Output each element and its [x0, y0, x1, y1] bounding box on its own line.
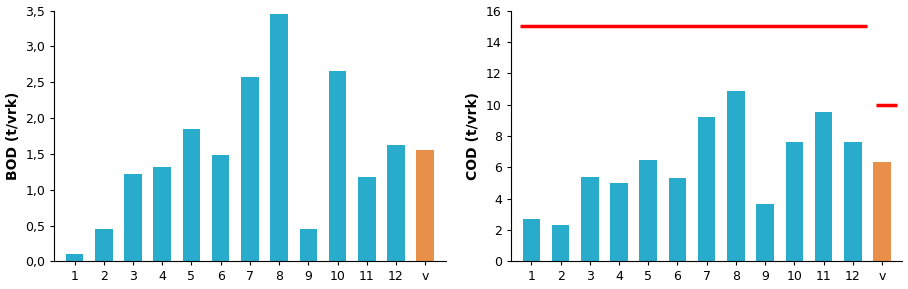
Bar	[668, 178, 686, 262]
Bar	[153, 167, 171, 262]
Bar	[300, 229, 317, 262]
Bar	[95, 229, 113, 262]
Bar	[844, 142, 862, 262]
Bar	[552, 225, 569, 262]
Bar	[329, 71, 346, 262]
Bar	[417, 150, 434, 262]
Bar	[65, 254, 84, 262]
Bar	[785, 142, 803, 262]
Y-axis label: BOD (t/vrk): BOD (t/vrk)	[5, 92, 20, 180]
Bar	[727, 91, 745, 262]
Bar	[873, 162, 891, 262]
Bar	[124, 174, 142, 262]
Bar	[610, 183, 627, 262]
Bar	[698, 117, 716, 262]
Bar	[358, 177, 376, 262]
Bar	[183, 129, 201, 262]
Bar	[387, 144, 405, 262]
Bar	[523, 219, 540, 262]
Y-axis label: COD (t/vrk): COD (t/vrk)	[467, 92, 480, 180]
Bar	[756, 204, 774, 262]
Bar	[581, 177, 598, 262]
Bar	[212, 155, 230, 262]
Bar	[242, 77, 259, 262]
Bar	[639, 160, 657, 262]
Bar	[271, 14, 288, 262]
Bar	[814, 112, 833, 262]
